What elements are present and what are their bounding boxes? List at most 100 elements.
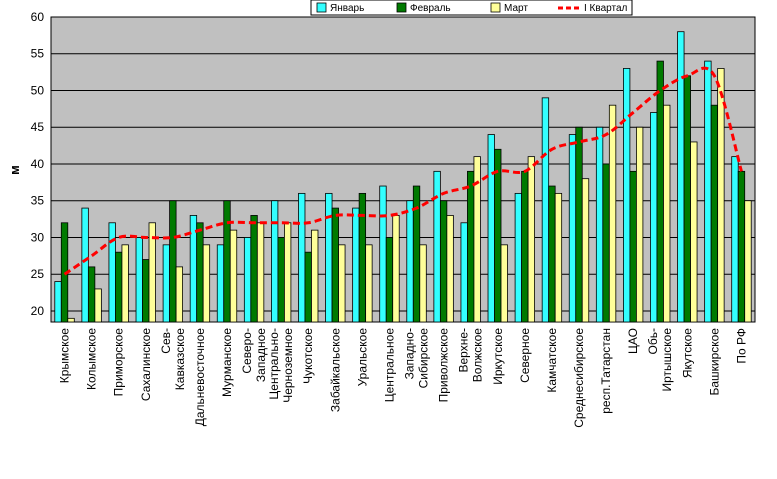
bar-Март: [148, 222, 156, 323]
bar-Январь: [623, 68, 631, 323]
bar-Февраль: [277, 237, 285, 323]
bar-series: [54, 31, 752, 323]
bar-Февраль: [412, 185, 421, 323]
bar-Март: [284, 222, 292, 323]
legend-box: [310, 0, 633, 16]
bar-Март: [419, 244, 427, 323]
bar-Январь: [704, 60, 712, 323]
line-series: [63, 66, 743, 276]
y-axis-ticks: 20 25 30 35 40 45 50 55 60: [31, 10, 45, 318]
x-tick-label: Сахалинское: [139, 328, 153, 401]
bar-Январь: [298, 192, 306, 323]
x-tick-label: Уральское: [355, 328, 369, 387]
bar-Март: [690, 141, 698, 323]
legend-label: I Квартал: [584, 3, 628, 14]
x-tick-label: Сибирское: [417, 328, 431, 389]
bar-Январь: [677, 31, 685, 323]
bar-Январь: [568, 134, 577, 323]
bar-Февраль: [683, 75, 691, 323]
x-tick-label: Якутское: [680, 328, 694, 378]
bar-Январь: [406, 200, 414, 323]
bar-Февраль: [656, 60, 664, 323]
bar-Февраль: [87, 266, 96, 323]
x-tick-label: Обь-: [646, 328, 660, 354]
x-tick-label: Волжское: [471, 328, 485, 383]
bar-Январь: [541, 97, 550, 323]
x-tick-label: Кавказское: [173, 328, 187, 391]
bar-Февраль: [629, 170, 637, 323]
bar-Январь: [216, 244, 225, 323]
bar-Январь: [731, 156, 739, 323]
x-tick-label: Западное: [254, 328, 268, 382]
legend-swatch: [490, 2, 501, 13]
x-axis-labels: Крымское Колымское Приморское Сахалинское Се…: [58, 328, 749, 428]
bar-Февраль: [575, 126, 583, 323]
bar-Февраль: [304, 251, 312, 323]
x-tick-label: Северное: [518, 328, 532, 383]
bar-Январь: [650, 112, 658, 323]
bar-Март: [94, 288, 102, 323]
bar-Январь: [487, 134, 495, 323]
x-tick-label: Дальневосточное: [193, 328, 207, 427]
x-tick-label: Верхне-: [457, 328, 471, 373]
bar-Январь: [514, 192, 522, 323]
y-tick-label: 35: [31, 194, 45, 208]
bar-Февраль: [385, 237, 394, 323]
bar-Февраль: [521, 170, 529, 323]
y-tick-label: 25: [31, 267, 45, 281]
bar-Январь: [325, 192, 333, 323]
bar-Март: [744, 200, 752, 323]
bar-Март: [717, 68, 725, 323]
x-tick-label: Приволжское: [437, 328, 451, 403]
x-tick-label: Мурманское: [220, 328, 234, 397]
x-tick-label: Северо-: [240, 328, 254, 374]
x-tick-label: Башкирское: [707, 328, 721, 396]
x-tick-label: Иртышское: [660, 328, 674, 392]
bar-Январь: [54, 281, 62, 323]
y-tick-label: 50: [31, 83, 45, 97]
bar-Январь: [595, 126, 604, 323]
x-tick-label: Камчатское: [545, 328, 559, 393]
bar-Март: [175, 266, 183, 323]
plot-background: [50, 16, 756, 323]
x-tick-label: ЦАО: [626, 328, 640, 354]
x-tick-label: Чукотское: [301, 328, 315, 384]
bar-Март: [202, 244, 211, 323]
y-tick-label: 60: [31, 10, 45, 24]
bar-Март: [338, 244, 346, 323]
bar-Февраль: [196, 222, 204, 323]
bar-Март: [229, 229, 238, 323]
bar-Январь: [352, 207, 360, 323]
bar-Февраль: [142, 259, 150, 323]
x-tick-label: Забайкальское: [328, 328, 342, 412]
bar-Январь: [460, 222, 468, 323]
bar-Март: [608, 104, 617, 323]
bar-Январь: [433, 170, 441, 323]
bar-Февраль: [358, 192, 367, 323]
bar-Март: [500, 244, 508, 323]
bar-Январь: [379, 185, 387, 323]
legend-swatch: [316, 2, 327, 13]
bar-Февраль: [250, 215, 258, 323]
bar-Февраль: [548, 185, 556, 323]
bar-Февраль: [737, 170, 746, 323]
bar-Март: [636, 126, 644, 323]
x-tick-label: Среднесибирское: [572, 328, 586, 428]
y-axis-label: м: [7, 165, 22, 175]
bar-Февраль: [223, 200, 231, 323]
bar-Март: [365, 244, 373, 323]
legend-label: Январь: [330, 3, 364, 14]
bar-Март: [256, 222, 265, 323]
legend-label: Март: [504, 3, 528, 14]
x-tick-label: Иркутское: [491, 328, 505, 385]
bar-Февраль: [494, 148, 502, 323]
y-tick-label: 55: [31, 47, 45, 61]
bar-Февраль: [439, 200, 448, 323]
bar-Март: [67, 317, 75, 323]
bar-Февраль: [467, 170, 475, 323]
bar-Март: [581, 178, 590, 323]
bar-Февраль: [331, 207, 339, 323]
legend: Январь Февраль Март I Квартал: [310, 0, 633, 16]
bar-Январь: [162, 244, 170, 323]
